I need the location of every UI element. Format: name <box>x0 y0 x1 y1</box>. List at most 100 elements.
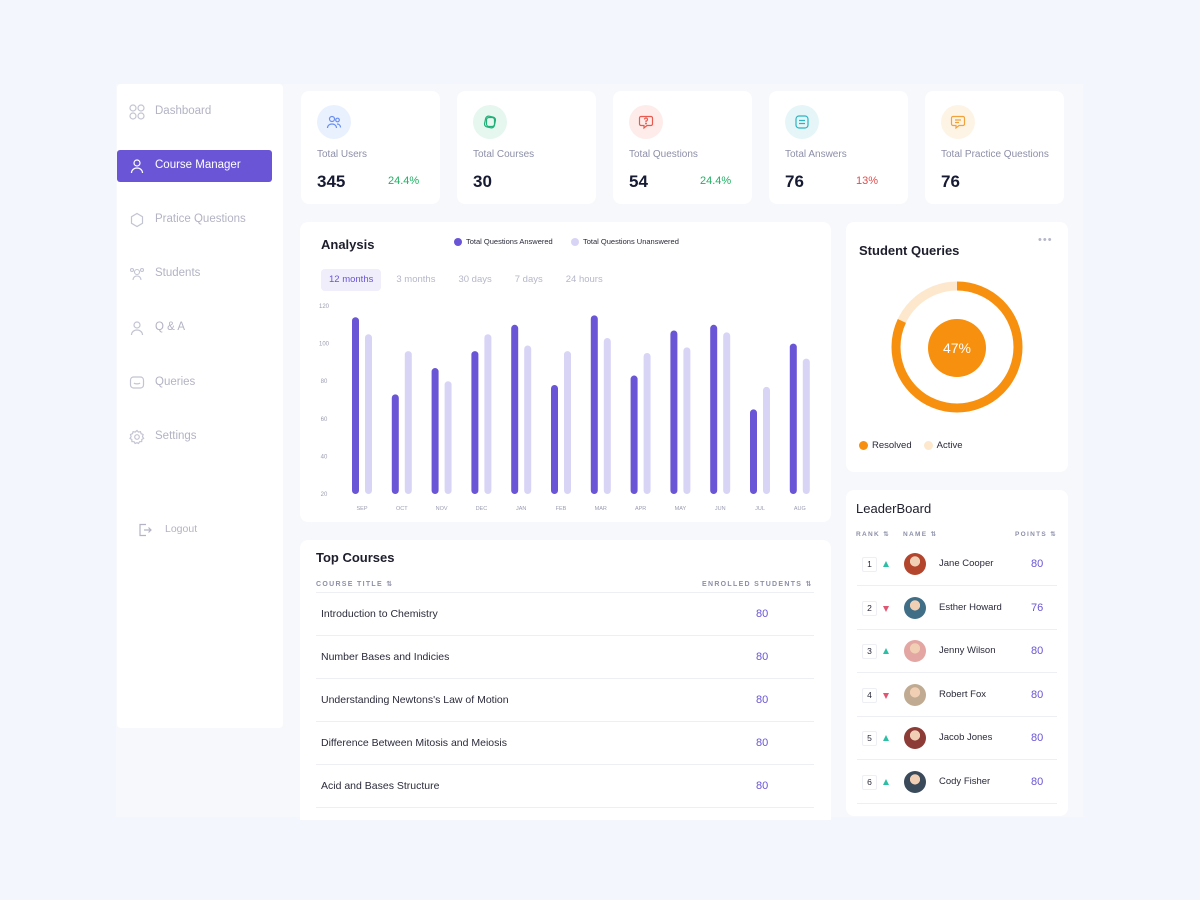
legend-label: Resolved <box>872 440 912 451</box>
course-title: Number Bases and Indicies <box>321 651 450 663</box>
sidebar-item-qa[interactable]: Q & A <box>117 312 283 344</box>
x-tick-label: NOV <box>436 506 448 512</box>
stat-value: 30 <box>473 172 492 191</box>
bar-answered[interactable] <box>352 317 359 494</box>
bar-unanswered[interactable] <box>524 345 532 494</box>
avatar <box>904 770 926 793</box>
course-students: 80 <box>756 780 769 792</box>
student-queries-card: Student Queries ••• 47% Resolved Active <box>846 222 1068 472</box>
tab-30-days[interactable]: 30 days <box>458 274 492 285</box>
bar-answered[interactable] <box>471 351 479 494</box>
legend-dot <box>859 441 868 450</box>
x-tick-label: FEB <box>556 506 567 512</box>
leaderboard-row[interactable]: 4 Robert Fox 80 <box>857 674 1057 717</box>
column-header-rank[interactable]: RANK ⇅ <box>856 530 890 538</box>
bar-answered[interactable] <box>551 384 558 494</box>
sidebar-item-practice-questions[interactable]: Pratice Questions <box>117 204 283 236</box>
stat-icon-bg <box>629 105 663 139</box>
x-tick-label: JUN <box>715 506 726 512</box>
grid-icon <box>129 104 145 120</box>
bar-answered[interactable] <box>630 375 638 494</box>
tab-7-days[interactable]: 7 days <box>514 274 543 285</box>
bar-answered[interactable] <box>511 324 519 494</box>
stat-delta: 13% <box>856 175 879 187</box>
table-row[interactable]: Introduction to Chemistry 80 <box>316 593 814 636</box>
user-icon <box>130 321 144 336</box>
tab-12-months[interactable]: 12 months <box>321 269 382 291</box>
bar-unanswered[interactable] <box>603 337 611 494</box>
sort-icon: ⇅ <box>1050 531 1057 538</box>
sidebar-item-dashboard[interactable]: Dashboard <box>117 96 283 128</box>
column-label: RANK <box>856 531 880 538</box>
stat-card-answers: Total Answers 76 13% <box>769 91 908 204</box>
stat-value: 76 <box>941 172 960 191</box>
leaderboard-row[interactable]: 3 Jenny Wilson 80 <box>857 630 1057 673</box>
y-tick-label: 60 <box>321 417 328 423</box>
column-header-points[interactable]: POINTS ⇅ <box>1015 530 1057 538</box>
users-icon <box>326 115 342 129</box>
tab-3-months[interactable]: 3 months <box>396 274 436 285</box>
y-tick-label: 80 <box>321 379 328 385</box>
leaderboard-row[interactable]: 5 Jacob Jones 80 <box>857 717 1057 760</box>
bar-unanswered[interactable] <box>404 351 412 494</box>
bar-unanswered[interactable] <box>683 347 691 494</box>
course-title: Introduction to Chemistry <box>321 608 438 620</box>
rank-badge: 3 <box>862 644 877 659</box>
course-title: Understanding Newtons's Law of Motion <box>321 694 509 706</box>
stat-icon-bg <box>317 105 351 139</box>
y-tick-label: 20 <box>321 492 328 498</box>
bar-answered[interactable] <box>391 394 399 494</box>
more-options-button[interactable]: ••• <box>1038 234 1053 246</box>
leaderboard-row[interactable]: 1 Jane Cooper 80 <box>857 543 1057 586</box>
course-title: Acid and Bases Structure <box>321 780 440 792</box>
bar-unanswered[interactable] <box>444 381 452 494</box>
x-tick-label: DEC <box>476 506 488 512</box>
column-header-name[interactable]: NAME ⇅ <box>903 530 937 538</box>
tab-24-hours[interactable]: 24 hours <box>565 274 603 285</box>
leaderboard-row[interactable]: 2 Esther Howard 76 <box>857 587 1057 630</box>
legend-dot <box>923 441 933 450</box>
hexagon-icon <box>130 212 144 228</box>
course-title: Difference Between Mitosis and Meiosis <box>321 737 507 749</box>
sidebar-item-label: Course Manager <box>155 159 241 171</box>
bar-answered[interactable] <box>789 343 797 494</box>
user-icon <box>130 159 144 174</box>
x-tick-label: JUL <box>755 506 765 512</box>
bar-unanswered[interactable] <box>723 332 731 494</box>
stat-label: Total Users <box>317 149 368 160</box>
sidebar-item-course-manager[interactable]: Course Manager <box>117 150 272 182</box>
sidebar-item-queries[interactable]: Queries <box>117 367 283 399</box>
table-row[interactable]: Difference Between Mitosis and Meiosis 8… <box>316 722 814 765</box>
courses-title: Top Courses <box>316 550 395 565</box>
trend-up-icon <box>883 735 889 741</box>
avatar <box>904 596 926 619</box>
column-header-enrolled[interactable]: ENROLLED STUDENTS ⇅ <box>702 580 813 588</box>
bar-answered[interactable] <box>590 315 598 494</box>
bar-unanswered[interactable] <box>643 353 651 494</box>
stat-value: 345 <box>317 172 346 191</box>
bar-unanswered[interactable] <box>564 351 571 494</box>
table-row[interactable]: Understanding Newtons's Law of Motion 80 <box>316 679 814 722</box>
bar-unanswered[interactable] <box>365 334 372 494</box>
bar-answered[interactable] <box>431 368 439 494</box>
player-name: Jane Cooper <box>939 558 994 569</box>
logout-button[interactable]: Logout <box>117 514 283 546</box>
bar-answered[interactable] <box>710 324 718 494</box>
bar-unanswered[interactable] <box>802 358 810 494</box>
stat-icon-bg <box>473 105 507 139</box>
column-header-course-title[interactable]: COURSE TITLE ⇅ <box>316 580 393 588</box>
leaderboard-row[interactable]: 6 Cody Fisher 80 <box>857 761 1057 804</box>
player-name: Jenny Wilson <box>939 645 996 656</box>
bar-answered[interactable] <box>670 330 678 494</box>
stat-icon-bg <box>941 105 975 139</box>
course-students: 80 <box>756 608 769 620</box>
chat-icon <box>129 376 145 389</box>
bar-unanswered[interactable] <box>763 386 770 494</box>
table-row[interactable]: Number Bases and Indicies 80 <box>316 636 814 679</box>
bar-answered[interactable] <box>750 409 757 494</box>
bar-unanswered[interactable] <box>484 334 492 494</box>
sidebar-item-students[interactable]: Students <box>117 258 283 290</box>
table-row[interactable]: Acid and Bases Structure 80 <box>316 765 814 808</box>
sidebar-item-settings[interactable]: Settings <box>117 421 283 453</box>
legend-active: Active <box>923 440 962 451</box>
